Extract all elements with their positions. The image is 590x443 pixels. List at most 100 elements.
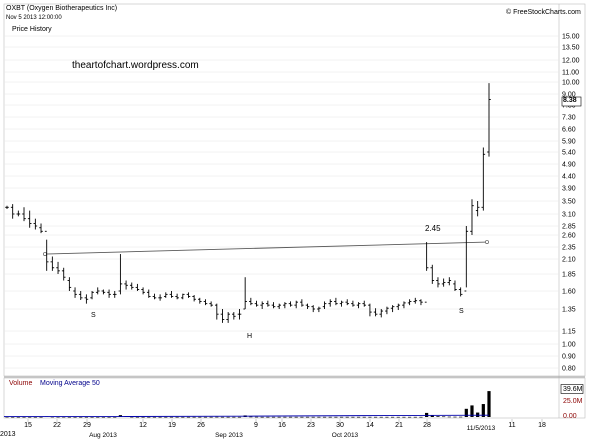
price-bar [475,201,480,217]
volume-bar [130,416,134,418]
volume-bar [294,416,298,418]
date-axis-labels: 15 22 29 Aug 2013 12 19 26 Sep 2013 9 16 23 30 Oct 2… [24,422,546,439]
volume-bar [141,416,145,418]
head-label: H [247,333,253,340]
volume-bar [158,416,162,418]
price-bar [356,302,361,309]
volume-bar [396,416,400,418]
volume-bar [317,416,321,418]
volume-bar [67,416,71,418]
price-tick-label: 2.10 [562,257,576,264]
volume-bar [305,416,310,418]
volume-bar [107,416,111,418]
price-tick-label: 0.90 [562,354,576,361]
volume-bar [425,412,429,417]
price-bar [209,301,213,307]
date-gridlines [27,419,543,422]
date-tick-label: 16 [278,422,286,429]
date-tick-label: 9 [254,422,258,429]
date-tick-label: 19 [168,422,176,429]
volume-bar [56,416,60,418]
price-bar [237,309,242,320]
price-bar [124,280,128,290]
volume-bar [84,416,88,418]
volume-bar [368,416,372,418]
price-tick-label: 3.90 [562,186,576,193]
date-tick-label: 11/5/2013 [467,425,496,432]
volume-bar [345,416,349,418]
date-tick-label: Oct 2013 [332,432,359,439]
price-tick-label: 1.15 [562,329,576,336]
price-bar [215,303,219,320]
volume-bar [436,416,440,417]
last-price-badge [561,96,582,107]
price-bar [16,210,21,217]
price-bar [203,299,208,306]
volume-bar [169,416,174,418]
price-tick-label: 1.00 [562,342,576,349]
price-bar [311,305,316,313]
price-bar [413,297,418,304]
volume-bar [152,416,157,418]
trendline-handle[interactable] [485,240,489,245]
date-tick-label: Sep 2013 [215,432,243,439]
trendline-handle[interactable] [43,252,47,256]
volume-bar [249,416,253,418]
price-tick-label: 10.00 [562,80,580,87]
price-bar [39,223,43,234]
price-bars [5,83,491,323]
price-bar [107,289,111,298]
date-tick-label: 11 [508,422,515,429]
price-bar [56,261,60,274]
volume-bar [101,416,105,418]
price-bar [260,301,264,309]
price-bar [254,300,259,307]
price-bar [362,300,367,307]
price-bar [232,312,236,320]
date-tick-label: 26 [197,422,205,429]
price-bar [118,254,123,295]
price-bar [141,287,145,295]
price-bar [146,289,151,298]
price-tick-label: 12.00 [562,58,580,65]
price-bar [424,242,429,303]
date-tick-label: 14 [366,422,374,429]
price-bar [95,287,100,295]
volume-bar [328,416,332,418]
volume-bar [453,416,457,418]
price-bar [430,264,435,284]
price-bar [84,294,89,304]
price-bar [27,210,32,228]
price-axis-labels: 15.0013.5012.0011.0010.009.007.807.306.6… [562,34,580,373]
volume-bar [62,416,66,418]
volume-bar [311,416,315,418]
volume-bar [300,416,304,418]
volume-bar [464,408,468,417]
volume-bar [5,416,9,418]
volume-bar [260,416,264,418]
price-tick-label: 9.00 [562,92,576,99]
volume-bar [11,416,15,418]
x-partial-left-label: 2013 [0,431,16,438]
price-bar [294,300,298,309]
volume-bar [192,416,196,418]
volume-bar [391,416,395,418]
price-bar [317,306,321,313]
volume-bars [4,391,491,418]
price-bar [5,205,9,209]
volume-bar [430,415,434,417]
price-bar [198,297,202,304]
last-price-label: 8.38 [563,97,577,104]
volume-bar [147,416,151,418]
volume-bar [379,416,383,418]
volume-bar [232,416,236,418]
volume-bar [237,416,242,418]
volume-bar [28,416,32,418]
trendline-group [43,240,489,256]
watermark-url: theartofchart.wordpress.com [72,60,199,71]
price-bar [288,301,293,307]
date-tick-label: Aug 2013 [89,432,117,439]
price-tick-label: 11.00 [562,70,579,77]
volume-bar [16,416,20,418]
volume-bar [277,416,281,418]
